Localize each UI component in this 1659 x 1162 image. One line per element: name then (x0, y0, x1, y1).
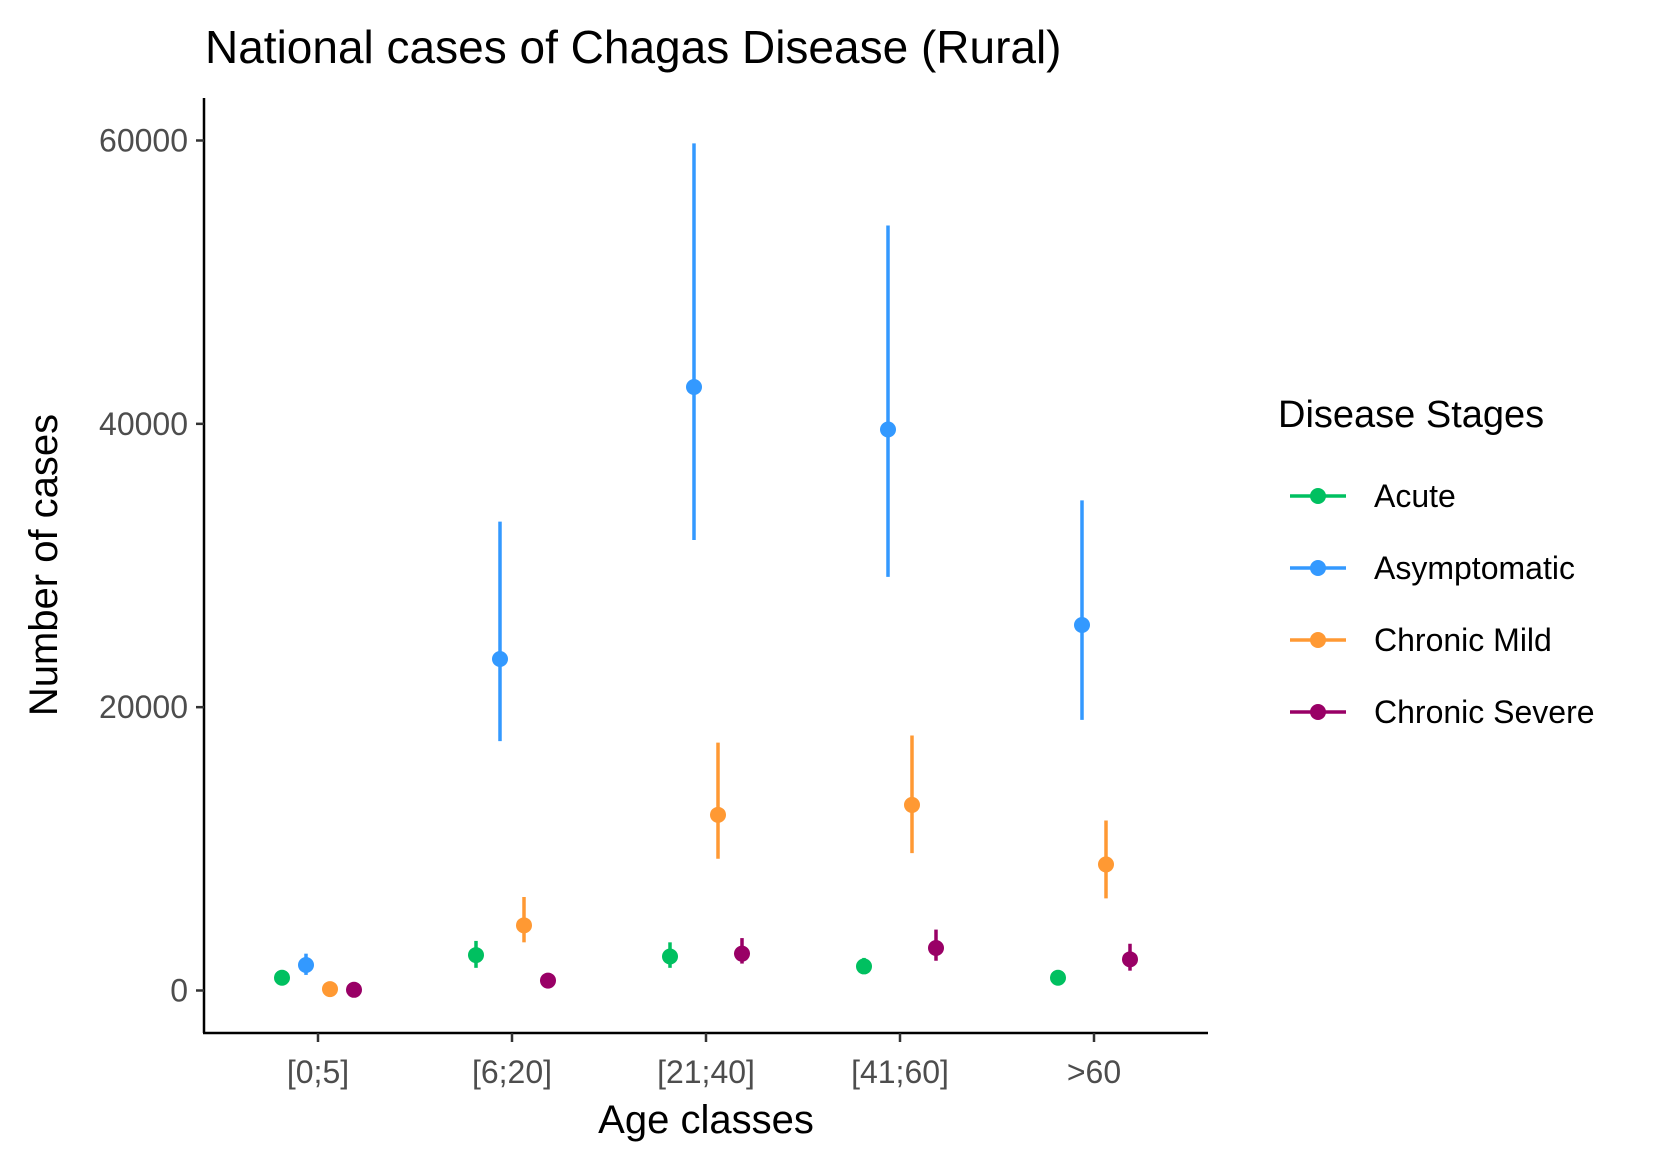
y-axis-ticks: 0 20000 40000 60000 (99, 123, 204, 1009)
legend-key-point-acute (1310, 488, 1326, 504)
legend-key-point-chronic-mild (1310, 632, 1326, 648)
legend: Disease Stages Acute Asymptomatic Chronic … (1278, 394, 1595, 730)
chronic-mild-point (322, 981, 338, 998)
chronic-mild-point (710, 806, 726, 823)
y-tick-label: 20000 (99, 689, 188, 725)
chronic-severe-point (1122, 951, 1138, 968)
chart-title: National cases of Chagas Disease (Rural) (205, 21, 1062, 73)
legend-items: Acute Asymptomatic Chronic Mild Chronic Sev… (1290, 478, 1595, 730)
asymptomatic-point (492, 651, 508, 667)
y-axis-title: Number of cases (22, 414, 66, 716)
chronic-severe-point (928, 940, 944, 956)
x-tick-label: [21;40] (657, 1054, 755, 1090)
acute-point (662, 948, 678, 965)
x-tick-label: >60 (1067, 1054, 1121, 1090)
legend-key-point-chronic-severe (1310, 704, 1326, 720)
legend-key-point-asymptomatic (1310, 560, 1326, 576)
y-tick-label: 0 (170, 973, 188, 1009)
acute-point (468, 947, 484, 964)
asymptomatic-point (880, 421, 896, 438)
legend-label-acute: Acute (1374, 478, 1456, 514)
x-tick-label: [41;60] (851, 1054, 949, 1090)
legend-title: Disease Stages (1278, 394, 1544, 436)
legend-label-asymptomatic: Asymptomatic (1374, 550, 1575, 586)
chronic-mild-point (1098, 856, 1114, 873)
x-tick-label: [6;20] (472, 1054, 552, 1090)
x-axis-title: Age classes (598, 1098, 814, 1142)
acute-point (856, 958, 872, 975)
plot-area: 0 20000 40000 60000 [0;5] [6;20] [21;40] [41;6… (99, 98, 1208, 1090)
acute-point (274, 969, 290, 986)
y-tick-label: 40000 (99, 406, 188, 442)
chronic-severe-point (540, 972, 556, 989)
acute-point (1050, 969, 1066, 986)
y-tick-label: 60000 (99, 123, 188, 159)
legend-label-chronic-severe: Chronic Severe (1374, 694, 1595, 730)
chronic-mild-point (516, 917, 532, 934)
asymptomatic-point (686, 379, 702, 395)
chronic-severe-point (734, 945, 750, 962)
asymptomatic-point (298, 957, 314, 973)
x-axis-ticks: [0;5] [6;20] [21;40] [41;60] >60 (287, 1033, 1121, 1090)
data-marks (274, 143, 1138, 998)
chronic-severe-point (346, 981, 362, 998)
legend-label-chronic-mild: Chronic Mild (1374, 622, 1552, 658)
x-tick-label: [0;5] (287, 1054, 349, 1090)
chronic-mild-point (904, 796, 920, 813)
asymptomatic-point (1074, 617, 1090, 633)
